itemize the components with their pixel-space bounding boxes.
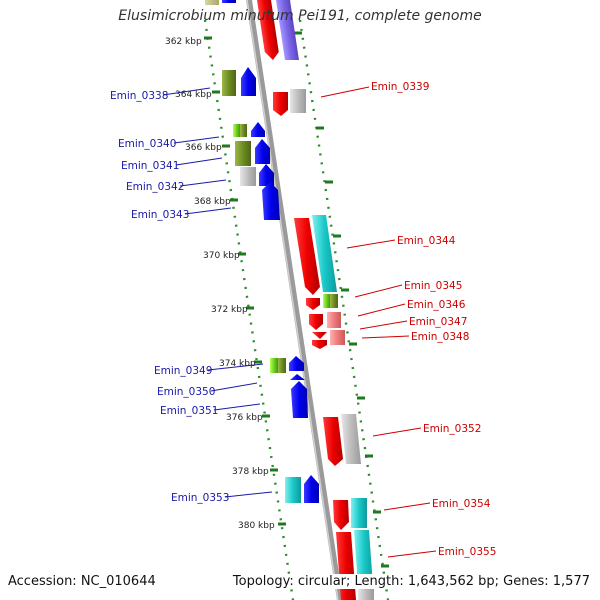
tick-label: 378 kbp bbox=[232, 467, 269, 477]
tick-label: 372 kbp bbox=[211, 305, 248, 315]
gene-labels-right: Emin_0339 Emin_0344 Emin_0345 Emin_0346 … bbox=[371, 81, 496, 558]
gene-feature bbox=[222, 70, 236, 96]
gene-label: Emin_0342 bbox=[126, 181, 184, 193]
gene-feature bbox=[290, 89, 306, 113]
genome-summary-text: Topology: circular; Length: 1,643,562 bp… bbox=[228, 574, 590, 589]
leader-lines bbox=[162, 86, 437, 558]
gene-label: Emin_0343 bbox=[131, 209, 189, 221]
gene-feature bbox=[330, 330, 345, 345]
genome-backbone bbox=[246, 0, 343, 600]
tick-label: 364 kbp bbox=[175, 90, 212, 100]
gene-label: Emin_0352 bbox=[423, 423, 481, 435]
accession-text: Accession: NC_010644 bbox=[8, 574, 156, 589]
gene-label: Emin_0348 bbox=[411, 331, 469, 343]
tick-label: 374 kbp bbox=[219, 359, 256, 369]
gene-feature bbox=[262, 182, 280, 220]
gene-label: Emin_0351 bbox=[160, 405, 218, 417]
gene-feature bbox=[341, 414, 361, 464]
gene-feature bbox=[273, 92, 288, 116]
gene-feature bbox=[205, 0, 219, 5]
gene-feature bbox=[323, 417, 343, 466]
tick-label: 370 kbp bbox=[203, 251, 240, 261]
gene-feature bbox=[327, 312, 341, 328]
gene-feature bbox=[241, 67, 256, 96]
gene-label: Emin_0345 bbox=[404, 280, 462, 292]
gene-label: Emin_0338 bbox=[110, 90, 168, 102]
gene-labels-left: Emin_0338 Emin_0340 Emin_0341 Emin_0342 … bbox=[110, 90, 229, 504]
tick-label: 380 kbp bbox=[238, 521, 275, 531]
gene-feature bbox=[312, 215, 337, 292]
gene-label: Emin_0340 bbox=[118, 138, 176, 150]
gene-feature bbox=[312, 340, 327, 349]
gene-feature bbox=[323, 294, 330, 308]
gene-feature bbox=[255, 139, 270, 164]
tick-label: 366 kbp bbox=[185, 143, 222, 153]
gene-label: Emin_0341 bbox=[121, 160, 179, 172]
gene-label: Emin_0339 bbox=[371, 81, 429, 93]
gene-feature bbox=[278, 358, 286, 373]
gene-feature bbox=[289, 356, 304, 371]
gene-feature bbox=[235, 141, 251, 166]
gene-feature bbox=[291, 381, 308, 418]
gene-feature bbox=[240, 167, 256, 186]
gene-label: Emin_0354 bbox=[432, 498, 491, 510]
gene-label: Emin_0349 bbox=[154, 365, 212, 377]
gene-feature bbox=[294, 218, 320, 295]
gene-feature bbox=[333, 500, 349, 530]
gene-label: Emin_0346 bbox=[407, 299, 466, 311]
gene-feature bbox=[270, 358, 278, 373]
gene-label: Emin_0350 bbox=[157, 386, 215, 398]
gene-label: Emin_0347 bbox=[409, 316, 467, 328]
gene-feature bbox=[330, 294, 338, 308]
gene-feature bbox=[312, 332, 327, 339]
tick-label: 376 kbp bbox=[226, 413, 263, 423]
gene-feature bbox=[304, 475, 319, 503]
gene-label: Emin_0344 bbox=[397, 235, 456, 247]
gene-feature bbox=[233, 124, 240, 137]
gene-feature bbox=[306, 298, 320, 310]
tick-label: 368 kbp bbox=[194, 197, 231, 207]
gene-feature bbox=[257, 0, 279, 60]
gene-feature bbox=[276, 0, 299, 60]
gene-feature bbox=[259, 164, 274, 186]
gene-feature bbox=[285, 477, 301, 503]
gene-feature bbox=[351, 498, 367, 528]
map-title: Elusimicrobium minutum Pei191, complete … bbox=[118, 8, 482, 24]
tick-label: 362 kbp bbox=[165, 37, 202, 47]
gene-feature bbox=[309, 314, 323, 330]
gene-feature bbox=[358, 588, 374, 600]
gene-feature bbox=[290, 374, 305, 380]
gene-feature bbox=[240, 124, 247, 137]
gene-features bbox=[205, 0, 374, 600]
gene-label: Emin_0355 bbox=[438, 546, 496, 558]
gene-label: Emin_0353 bbox=[171, 492, 229, 504]
gene-feature bbox=[251, 122, 265, 137]
gene-feature bbox=[222, 0, 236, 3]
